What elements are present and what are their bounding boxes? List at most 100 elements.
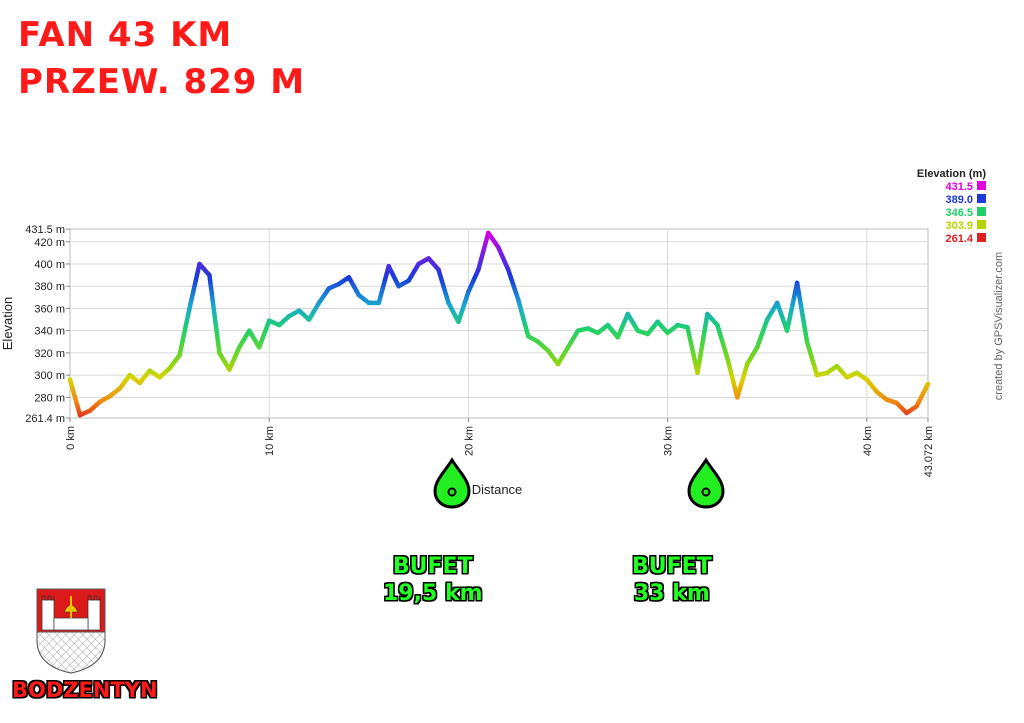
elevation-point <box>97 399 103 405</box>
elevation-point <box>655 319 660 325</box>
elevation-point <box>864 377 870 382</box>
elevation-point <box>356 292 362 298</box>
elevation-point <box>316 300 322 306</box>
elevation-point <box>884 397 890 402</box>
town-name: BODZENTYN <box>12 678 158 702</box>
y-tick-label: 261.4 m <box>25 413 65 425</box>
legend-swatch <box>977 181 986 190</box>
legend-label: 261.4 <box>945 233 973 245</box>
elevation-point <box>197 261 202 267</box>
elevation-point <box>127 372 133 378</box>
elevation-point <box>227 367 232 372</box>
elevation-point <box>306 317 312 322</box>
bufet-distance-2: 33 km <box>633 581 710 606</box>
elevation-point <box>117 386 123 391</box>
elevation-point <box>276 322 282 328</box>
legend-swatch <box>977 220 986 229</box>
elevation-point <box>635 328 641 333</box>
elevation-point <box>167 366 172 371</box>
y-tick-label: 320 m <box>34 348 65 360</box>
elevation-point <box>77 412 83 418</box>
elevation-point <box>187 306 192 311</box>
elevation-point <box>794 280 800 286</box>
elevation-point <box>495 245 501 250</box>
elevation-point <box>625 311 631 317</box>
elevation-point <box>784 328 790 333</box>
elevation-point <box>894 400 899 406</box>
elevation-point <box>256 345 262 350</box>
aid-station-pin-icon <box>433 457 471 509</box>
bodzentyn-coat-of-arms <box>36 588 106 674</box>
elevation-point <box>535 339 541 345</box>
elevation-point <box>366 300 372 306</box>
y-tick-label: 420 m <box>34 237 65 249</box>
elevation-point <box>874 389 880 395</box>
elevation-point <box>246 328 252 333</box>
elevation-point <box>744 361 750 367</box>
elevation-point <box>844 375 850 380</box>
elevation-point <box>715 322 720 328</box>
elevation-point <box>675 322 680 328</box>
x-tick-label: 10 km <box>264 426 276 456</box>
credit-text: created by GPSVisualizer.com <box>993 252 1005 400</box>
elevation-point <box>177 352 182 358</box>
elevation-point <box>217 350 222 356</box>
bufet-title-1: BUFET <box>392 554 473 579</box>
y-tick-label: 300 m <box>34 370 65 382</box>
elevation-point <box>416 261 421 267</box>
elevation-point <box>486 230 491 236</box>
elevation-point <box>904 410 909 416</box>
y-tick-label: 340 m <box>34 326 65 338</box>
elevation-point <box>695 370 700 376</box>
elevation-point <box>266 318 272 323</box>
elevation-point <box>834 363 840 369</box>
elevation-point <box>585 326 591 331</box>
elevation-point <box>735 395 740 400</box>
bufet-distance-1: 19,5 km <box>383 581 483 606</box>
legend-swatch <box>977 207 986 216</box>
x-tick-label: 30 km <box>663 426 675 456</box>
elevation-point <box>237 345 242 350</box>
elevation-point <box>137 380 143 386</box>
bufet-label-1: BUFET 19,5 km <box>383 556 483 605</box>
x-axis-title: Distance <box>472 482 523 497</box>
elevation-point <box>386 263 392 269</box>
y-tick-label: 380 m <box>34 281 65 293</box>
legend-title: Elevation (m) <box>917 168 986 180</box>
x-tick-label: 0 km <box>65 426 77 450</box>
elevation-point <box>157 375 162 380</box>
elevation-point <box>406 278 411 283</box>
elevation-point <box>595 330 601 336</box>
elevation-point <box>854 370 860 376</box>
elevation-point <box>804 339 810 345</box>
elevation-point <box>555 361 561 367</box>
elevation-point <box>615 335 621 340</box>
elevation-point <box>754 345 760 350</box>
legend-label: 431.5 <box>945 181 973 193</box>
elevation-point <box>456 319 461 325</box>
elevation-point <box>466 289 471 295</box>
x-tick-label: 40 km <box>862 426 874 456</box>
legend-swatch <box>977 194 986 203</box>
elevation-point <box>705 311 710 317</box>
elevation-point <box>436 267 441 272</box>
elevation-point <box>774 300 780 306</box>
elevation-point <box>725 356 730 361</box>
elevation-point <box>147 368 152 373</box>
legend-label: 303.9 <box>945 220 973 232</box>
x-tick-label: 20 km <box>463 426 475 456</box>
elevation-point <box>814 372 820 378</box>
elevation-point <box>914 403 919 409</box>
elevation-point <box>824 370 830 376</box>
elevation-point <box>67 377 73 382</box>
elevation-point <box>336 281 342 287</box>
elevation-point <box>107 393 113 399</box>
elevation-point <box>476 267 481 272</box>
elevation-point <box>685 325 690 330</box>
elevation-point <box>426 256 431 261</box>
legend-label: 389.0 <box>945 194 973 206</box>
elevation-point <box>515 297 521 302</box>
aid-station-pin-icon <box>687 457 725 509</box>
elevation-point <box>645 331 650 337</box>
